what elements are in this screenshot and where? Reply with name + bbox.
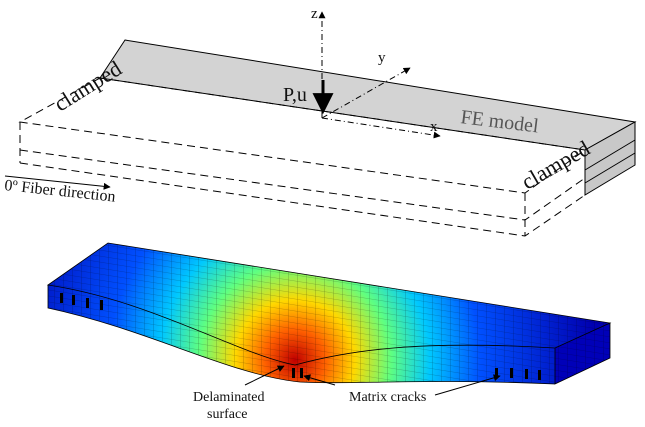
figure: z y x P,u FE model clamped clamped 0º Fi… xyxy=(0,0,645,427)
cracks-label: Matrix cracks xyxy=(349,390,426,405)
axis-z: z xyxy=(311,6,318,22)
axis-y: y xyxy=(378,50,386,66)
axis-x: x xyxy=(430,119,438,135)
delaminated-label: Delaminated surface xyxy=(193,390,268,422)
load-label: P,u xyxy=(283,84,307,106)
clamped-left: clamped xyxy=(49,56,125,117)
deformed-mesh xyxy=(48,243,610,384)
